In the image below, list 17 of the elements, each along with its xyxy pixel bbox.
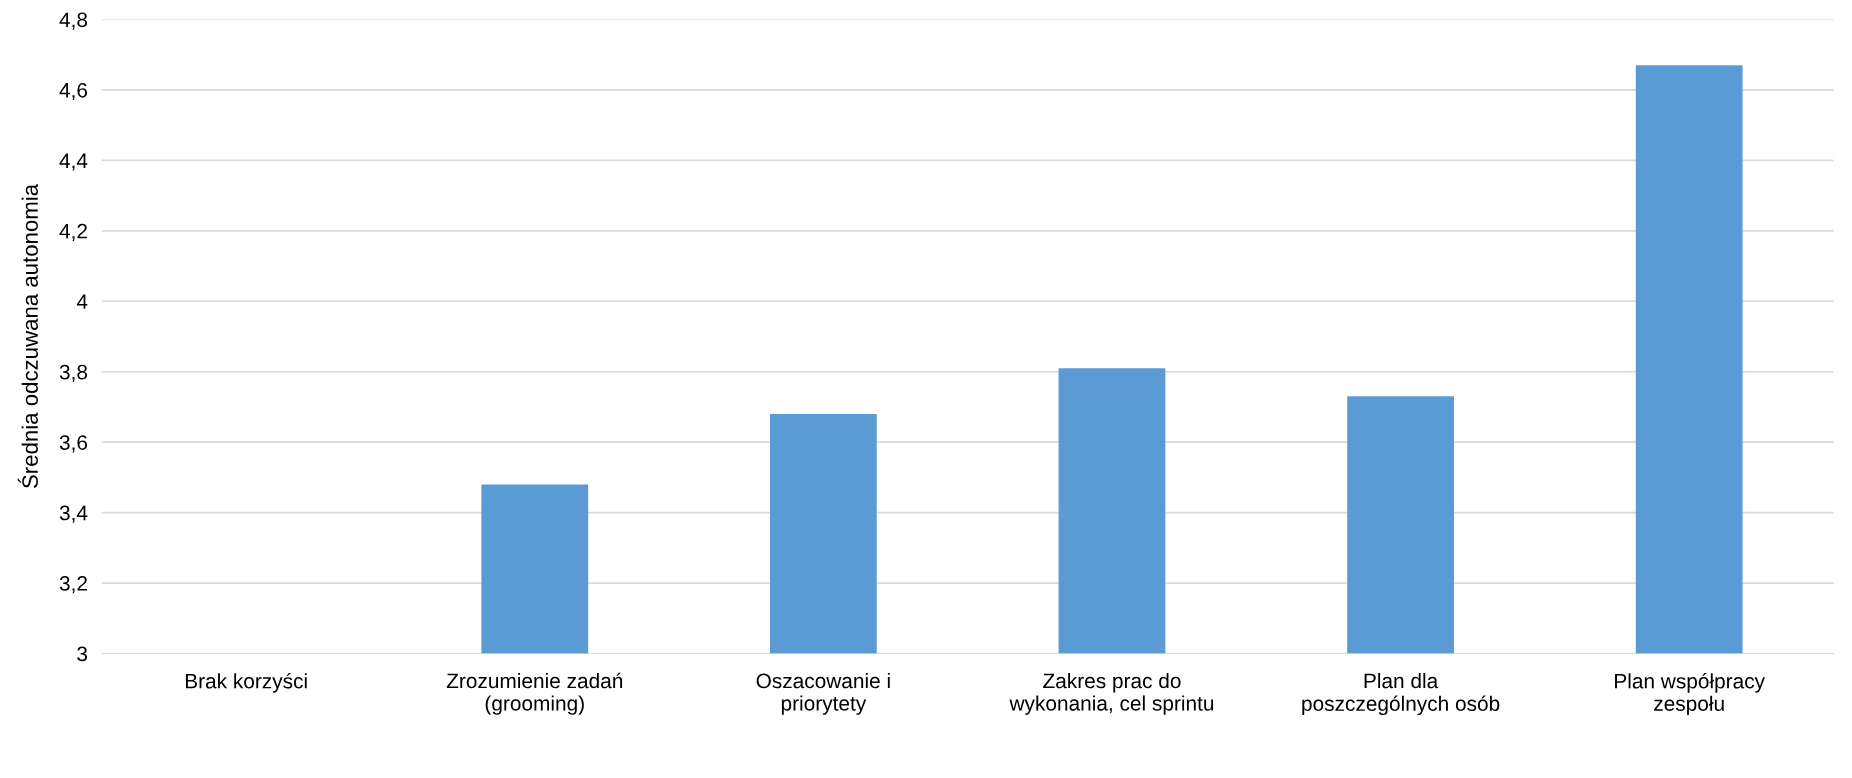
- x-tick-label: Zrozumienie zadań (grooming): [446, 672, 623, 715]
- x-tick-label: Oszacowanie i priorytety: [756, 672, 890, 715]
- y-tick-label: 4,6: [59, 82, 88, 101]
- y-tick-label: 3,2: [59, 576, 87, 594]
- y-axis-title: Średnia odczuwana autonomia: [17, 183, 38, 489]
- y-tick-label: 4,2: [59, 223, 87, 242]
- x-tick-label: Plan współpracy zespołu: [1615, 672, 1765, 716]
- x-tick-label: Plan dla poszczególnych osób: [1302, 672, 1500, 716]
- x-tick-label: Zakres prac do wykonania, cel sprintu: [1009, 672, 1214, 715]
- y-tick-label: 3,4: [59, 505, 88, 523]
- y-tick-label: 4: [76, 294, 88, 309]
- y-tick-label: 4,4: [59, 153, 88, 171]
- y-tick-label: 3,8: [59, 364, 88, 382]
- y-tick-label: 4,8: [59, 12, 88, 30]
- y-tick-label: 3,6: [59, 435, 88, 453]
- y-tick-label: 3: [77, 646, 88, 662]
- x-tick-label: Brak korzyści: [185, 672, 307, 693]
